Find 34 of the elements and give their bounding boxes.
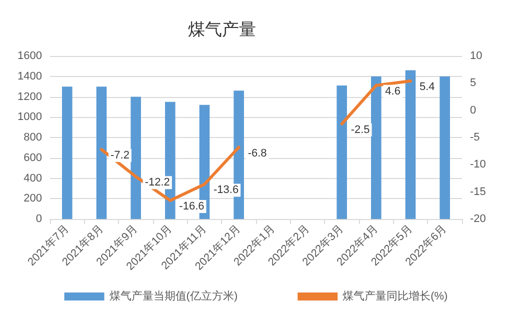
y2-tick-label: -15 [470,186,486,198]
y-tick-label: 800 [24,132,42,144]
y2-tick-label: -10 [470,158,486,171]
y2-tick-label: 5 [470,77,476,90]
y-tick-label: 0 [36,213,42,225]
y-tick-label: 1400 [18,70,42,82]
y-tick-label: 1200 [18,90,42,103]
y-tick-label: 1000 [18,111,42,124]
y2-tick-label: 10 [470,50,482,62]
y-tick-label: 200 [24,192,42,205]
data-label: -16.6 [179,200,204,213]
y-tick-label: 400 [24,172,42,184]
bar [336,86,347,219]
y2-tick-label: 0 [470,104,476,116]
y-tick-label: 600 [24,152,42,164]
data-label: 5.4 [420,80,435,93]
legend-label: 煤气产量同比增长(%) [342,290,448,302]
data-label: -12.2 [144,176,170,189]
legend-label: 煤气产量当期值(亿立方米) [109,290,238,302]
bar [371,76,382,219]
y-tick-label: 1600 [18,50,42,62]
bar [130,96,141,219]
data-label: -13.6 [214,184,239,196]
data-label: 4.6 [385,85,400,98]
bar [405,70,416,219]
y2-tick-label: -5 [470,132,480,144]
y2-tick-label: -20 [470,213,486,225]
bar [62,86,72,219]
chart-title: 煤气产量 [188,20,256,39]
bar [440,76,450,219]
data-label: -6.8 [248,147,267,160]
data-label: -2.5 [350,124,370,136]
data-label: -7.2 [110,149,130,162]
bar [96,86,107,219]
